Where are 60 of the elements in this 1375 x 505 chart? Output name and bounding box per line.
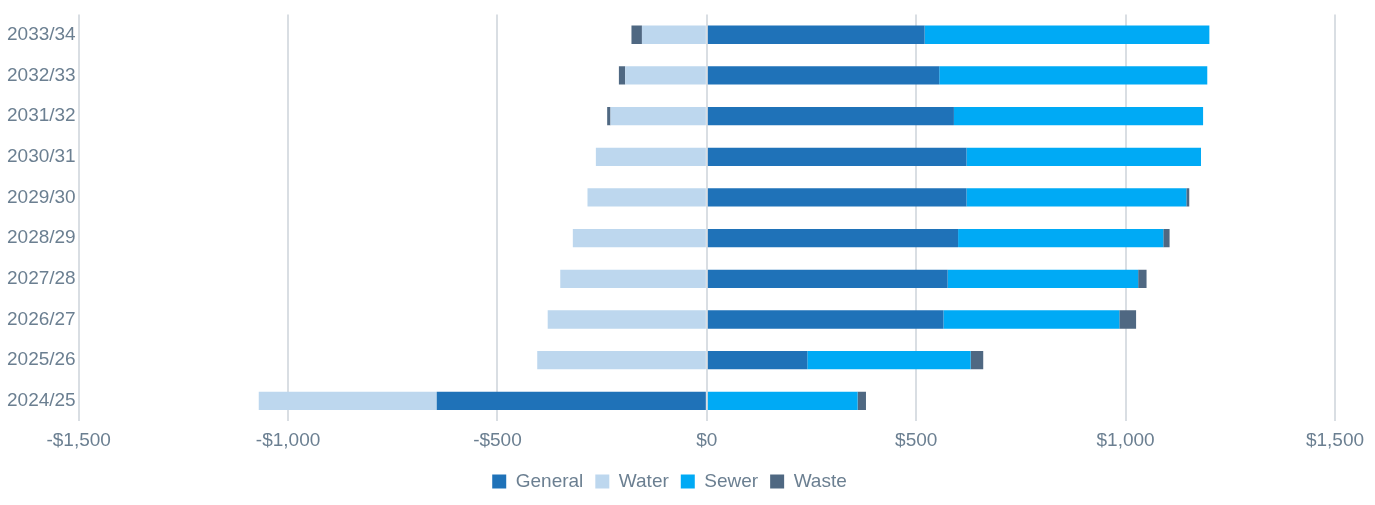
bar [707, 310, 944, 329]
bar [587, 188, 706, 207]
bar [947, 269, 1139, 288]
bar [1163, 228, 1170, 248]
bar [436, 391, 706, 411]
x-tick-label: $1,000 [1096, 428, 1155, 450]
bar [970, 351, 984, 370]
x-tick-label: -$500 [473, 428, 522, 450]
y-tick-label: 2031/32 [6, 104, 76, 126]
bar [707, 391, 858, 411]
legend-label: Waste [793, 469, 847, 491]
bar [924, 25, 1210, 44]
bar [958, 228, 1164, 248]
bar [966, 147, 1201, 166]
bar [1119, 310, 1137, 329]
bar [595, 147, 706, 166]
x-tick-label: $0 [696, 428, 718, 450]
x-tick-label: -$1,000 [255, 428, 321, 450]
bar [618, 66, 626, 85]
bar [707, 351, 808, 370]
bar [1186, 188, 1190, 207]
bar [560, 269, 706, 288]
bar [625, 66, 706, 85]
bar [707, 66, 940, 85]
bar [953, 106, 1204, 126]
bar [707, 188, 967, 207]
bar [547, 310, 706, 329]
legend-label: Sewer [704, 469, 759, 491]
bar [707, 106, 954, 126]
bar [572, 228, 706, 248]
y-tick-label: 2025/26 [6, 348, 76, 370]
bar [610, 106, 706, 126]
bar [707, 269, 948, 288]
y-tick-label: 2033/34 [6, 22, 77, 44]
bar [707, 25, 925, 44]
bar [857, 391, 866, 411]
bar [807, 351, 971, 370]
bar [607, 106, 611, 126]
bar [258, 391, 437, 411]
legend-label: Water [618, 469, 670, 491]
bar [631, 25, 642, 44]
y-tick-label: 2032/33 [6, 63, 76, 85]
y-tick-label: 2026/27 [6, 307, 76, 329]
bar [1138, 269, 1147, 288]
bar [943, 310, 1120, 329]
bar [966, 188, 1187, 207]
y-tick-label: 2027/28 [6, 267, 76, 289]
bar [707, 228, 959, 248]
y-tick-label: 2024/25 [6, 389, 76, 411]
legend-label: General [515, 469, 584, 491]
y-tick-label: 2028/29 [6, 226, 76, 248]
x-tick-label: $500 [895, 428, 938, 450]
y-tick-label: 2029/30 [6, 185, 76, 207]
bar [707, 147, 967, 166]
bar [939, 66, 1208, 85]
bar [641, 25, 706, 44]
bar [537, 351, 706, 370]
y-tick-label: 2030/31 [6, 145, 76, 167]
x-tick-label: $1,500 [1305, 428, 1365, 450]
x-tick-label: -$1,500 [46, 428, 111, 450]
